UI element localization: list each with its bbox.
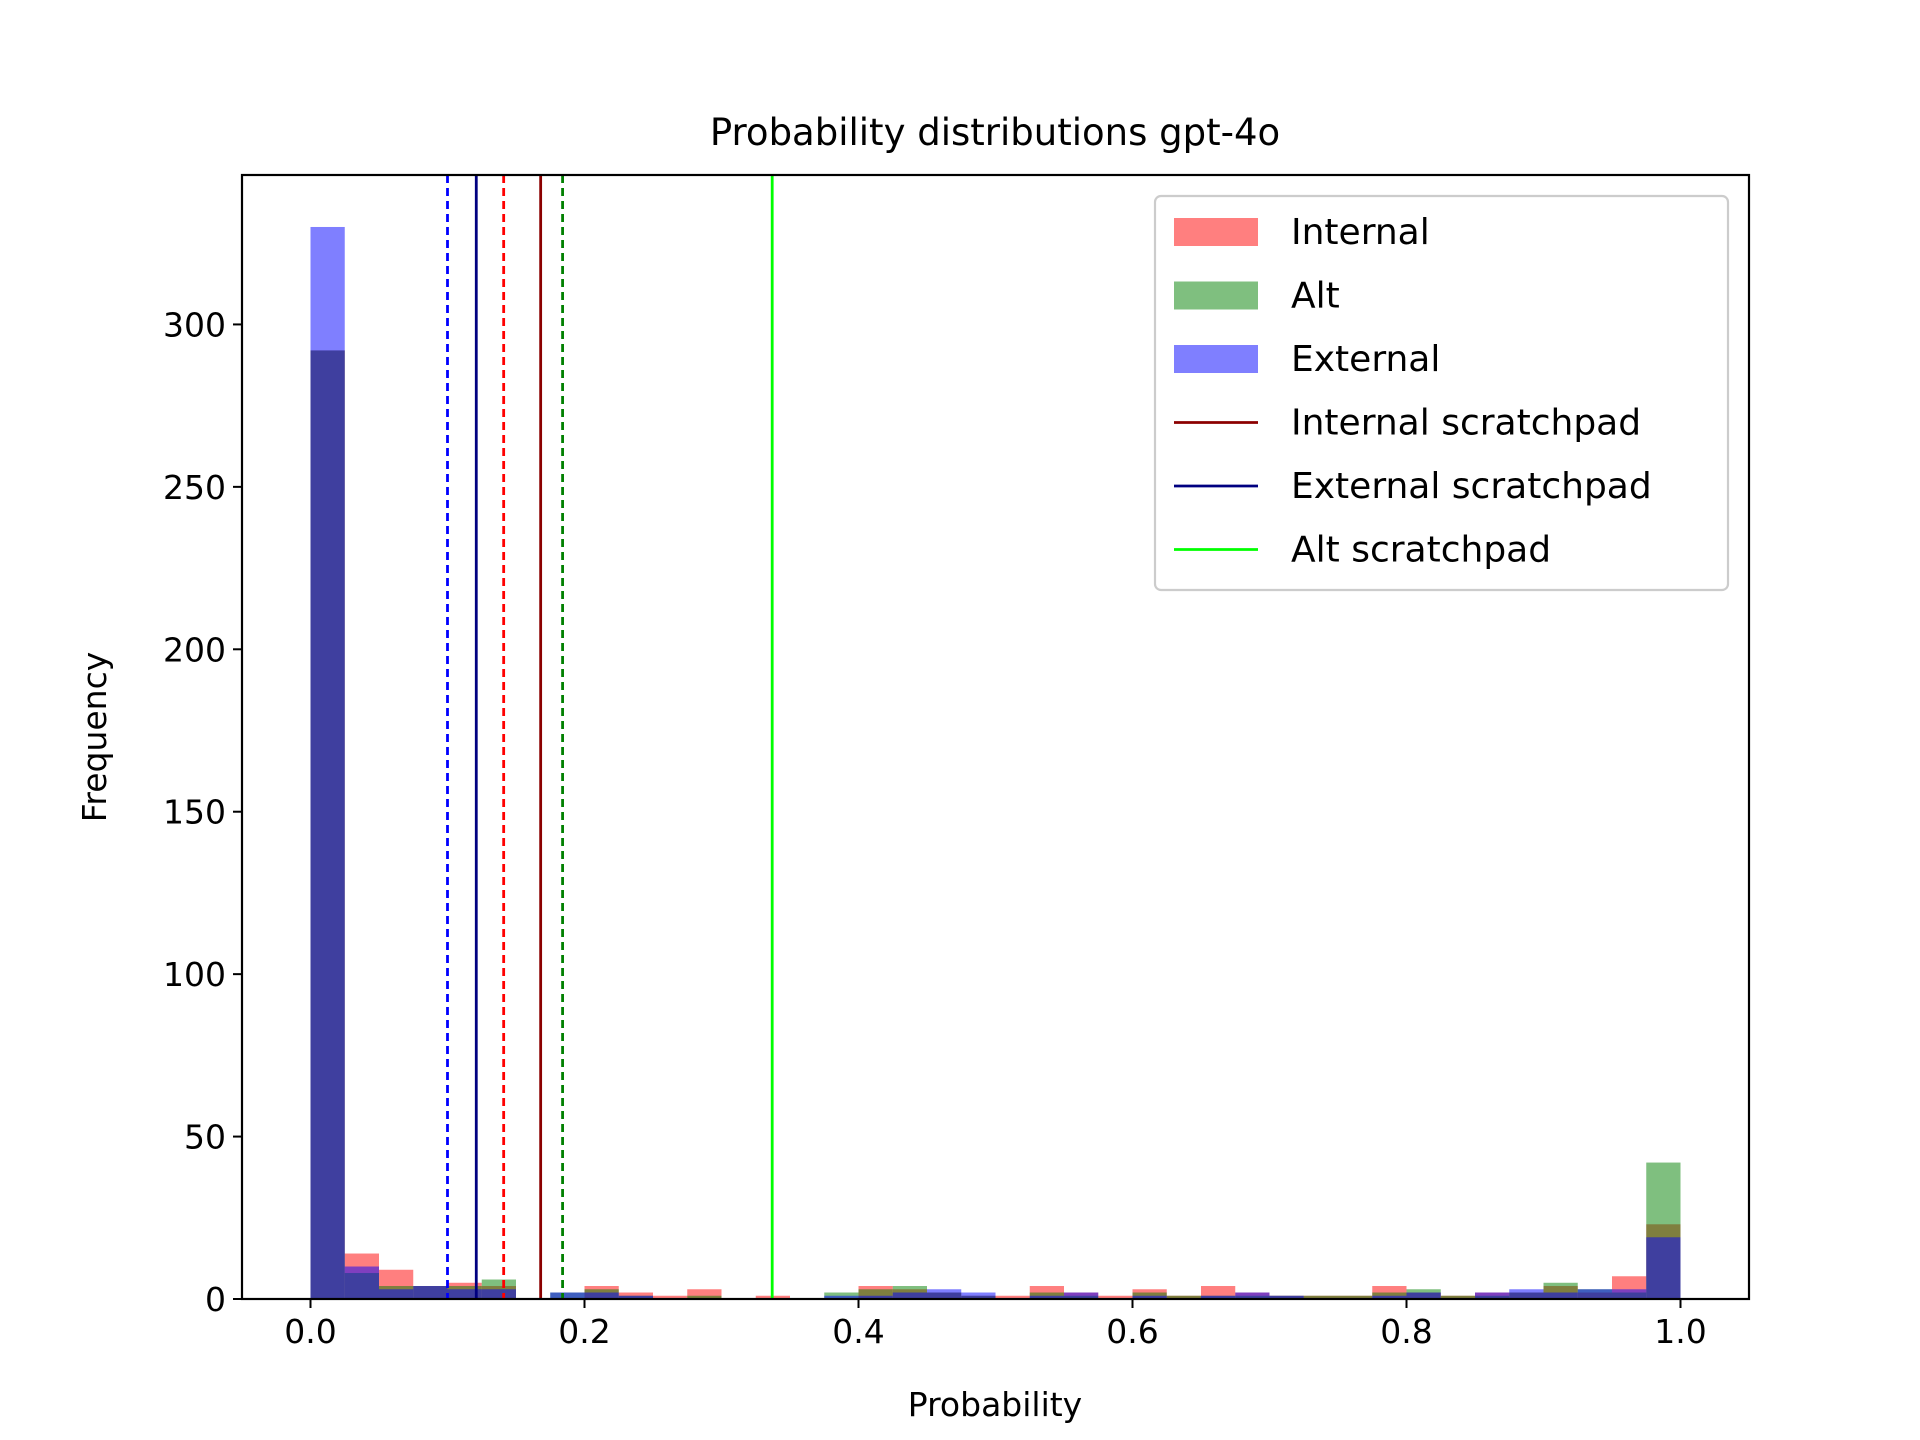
alt-bar (858, 1289, 893, 1299)
y-tick-label: 300 (163, 305, 226, 344)
external-bar (1406, 1292, 1441, 1299)
external-bar (1612, 1289, 1647, 1299)
external-bar (1269, 1295, 1304, 1299)
vertical-lines (446, 175, 774, 1299)
external-legend-swatch (1174, 345, 1258, 373)
x-tick-label: 0.2 (558, 1312, 610, 1351)
x-tick-label: 0.4 (832, 1312, 884, 1351)
external-scratchpad-legend-label: External scratchpad (1291, 466, 1652, 507)
histogram-bars (310, 226, 1681, 1299)
external-bar (1543, 1292, 1578, 1299)
y-axis-label: Frequency (75, 652, 114, 822)
external-series (310, 226, 1681, 1299)
external-bar (858, 1295, 893, 1299)
y-tick-label: 250 (163, 468, 226, 507)
x-tick-label: 0.0 (284, 1312, 336, 1351)
internal-scratchpad-legend-label: Internal scratchpad (1291, 403, 1641, 444)
external-bar (379, 1289, 414, 1299)
external-bar (584, 1292, 619, 1299)
external-bar (1577, 1289, 1612, 1299)
internal-bar (687, 1289, 722, 1299)
y-tick-label: 50 (184, 1118, 226, 1157)
x-tick-label: 0.8 (1380, 1312, 1432, 1351)
alt-bar (687, 1295, 722, 1299)
external-bar (1132, 1295, 1167, 1299)
x-axis-label: Probability (908, 1385, 1082, 1424)
external-legend-label: External (1291, 339, 1440, 380)
external-bar (1475, 1292, 1510, 1299)
x-axis-ticks: 0.0 0.2 0.4 0.6 0.8 1.0 (284, 1299, 1707, 1351)
y-tick-label: 200 (163, 630, 226, 669)
y-axis-ticks: 0 50 100 150 200 250 300 (163, 305, 242, 1319)
alt-scratchpad-legend-label: Alt scratchpad (1291, 530, 1551, 571)
internal-legend-swatch (1174, 218, 1258, 246)
internal-bar (1098, 1295, 1133, 1299)
external-bar (892, 1292, 927, 1299)
external-bar (961, 1292, 996, 1299)
y-tick-label: 150 (163, 793, 226, 832)
external-bar (1646, 1237, 1681, 1299)
external-bar (927, 1289, 962, 1299)
x-tick-label: 0.6 (1106, 1312, 1158, 1351)
external-bar (550, 1292, 585, 1299)
internal-bar (653, 1295, 688, 1299)
y-tick-label: 100 (163, 955, 226, 994)
alt-legend-label: Alt (1291, 276, 1340, 317)
alt-bar (1440, 1295, 1475, 1299)
external-bar (1372, 1295, 1407, 1299)
alt-bar (1338, 1295, 1373, 1299)
external-bar (413, 1286, 448, 1299)
chart-title: Probability distributions gpt-4o (710, 111, 1280, 154)
external-bar (618, 1295, 653, 1299)
external-bar (1235, 1292, 1270, 1299)
external-bar (481, 1289, 516, 1299)
external-bar (447, 1289, 482, 1299)
alt-bar (1166, 1295, 1201, 1299)
external-bar (344, 1266, 379, 1299)
external-bar (1201, 1295, 1236, 1299)
external-bar (310, 226, 345, 1299)
alt-bar (1303, 1295, 1338, 1299)
legend-frame (1153, 194, 1730, 592)
legend: Internal Alt External Internal scratchpad Ex… (1153, 194, 1730, 592)
internal-legend-label: Internal (1291, 212, 1430, 253)
alt-legend-swatch (1174, 281, 1258, 310)
external-bar (824, 1295, 859, 1299)
external-bar (1064, 1292, 1099, 1299)
y-tick-label: 0 (205, 1280, 226, 1319)
plot-frame (240, 173, 1751, 1301)
external-bar (1029, 1295, 1064, 1299)
external-bar (1509, 1289, 1544, 1299)
internal-bar (995, 1295, 1030, 1299)
x-tick-label: 1.0 (1654, 1312, 1706, 1351)
